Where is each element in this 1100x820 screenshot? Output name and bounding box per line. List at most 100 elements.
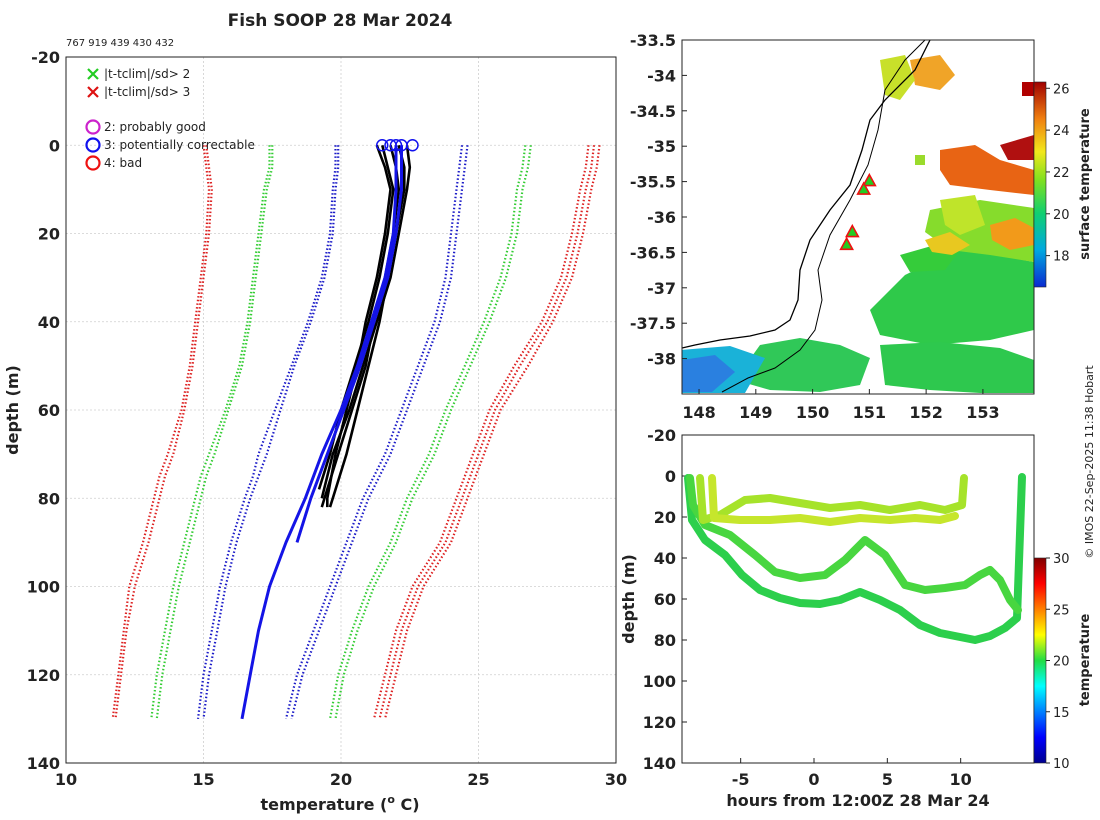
track-deep: [684, 473, 1026, 644]
isobath-line: [721, 40, 926, 393]
profile-ytick: 100: [27, 578, 60, 597]
depth-time-xtick: 10: [950, 770, 972, 789]
depth-time-background: [682, 435, 1034, 763]
map-xtick: 153: [966, 403, 999, 422]
legend-label: 4: bad: [104, 156, 142, 170]
profile-ytick: 0: [49, 136, 60, 155]
map-ytick: -33.5: [630, 31, 676, 50]
depth-time-ytick: 0: [665, 467, 676, 486]
depth-time-plot: -5 0 5 10 -20 0 20 40 60 80 100 120 140 hours from 1…: [619, 426, 1093, 810]
climatology-line: [378, 145, 596, 720]
depth-time-ylabel: depth (m): [619, 554, 638, 644]
temperature-colorbar-tick: 20: [1053, 655, 1070, 670]
map-ytick: -35.5: [630, 173, 676, 192]
depth-time-ytick: 140: [643, 754, 676, 773]
depth-time-xtick: -5: [732, 770, 750, 789]
climatology-line: [114, 145, 213, 720]
legend-label: 3: potentially correctable: [104, 138, 255, 152]
temperature-colorbar-tick: 15: [1053, 706, 1070, 721]
profile-xtick: 30: [605, 770, 627, 789]
climatology-line: [383, 145, 601, 720]
map-xtick: 151: [853, 403, 886, 422]
track-mid: [686, 474, 1022, 614]
coastline: [682, 40, 931, 349]
legend-circle-marker: [85, 119, 101, 135]
map-xtick: 149: [739, 403, 772, 422]
profile-line: [328, 144, 406, 508]
qc-marker: [406, 139, 419, 152]
depth-time-ticks: -5 0 5 10 -20 0 20 40 60 80 100 120 140: [643, 426, 972, 789]
sst-colorbar-tick: 18: [1053, 250, 1070, 265]
sst-colorbar-tick: 20: [1053, 208, 1070, 223]
drop-marker: [839, 236, 854, 251]
climatology-line: [196, 145, 337, 720]
climatology-line: [155, 145, 274, 720]
drop-marker: [844, 223, 860, 238]
temperature-colorbar-label: temperature: [1078, 614, 1093, 707]
profile-xtick: 25: [467, 770, 489, 789]
drop-positions: [839, 172, 877, 251]
legend-x-marker: [87, 86, 99, 98]
drop-marker: [856, 181, 872, 195]
profile-ticks: 10 15 20 25 30 -20 0 20 40 60 80 100 120 140: [27, 48, 628, 789]
climatology-line: [290, 145, 469, 720]
profile-line: [325, 144, 392, 508]
sst-field: [682, 55, 1034, 393]
map-ytick: -34: [647, 66, 676, 85]
depth-time-xtick: 5: [882, 770, 893, 789]
credit-text: © IMOS 22-Sep-2025 11:38 Hobart: [1083, 365, 1096, 559]
climatology-line: [334, 145, 532, 720]
profile-line: [240, 145, 398, 720]
map-xtick: 148: [682, 403, 715, 422]
profile-xtick: 20: [330, 770, 352, 789]
depth-time-xlabel: hours from 12:00Z 28 Mar 24: [726, 791, 989, 810]
sst-colorbar-tick: 24: [1053, 124, 1070, 139]
profile-plot-frame: [65, 56, 617, 764]
sst-colorbar-label: surface temperature: [1078, 108, 1093, 260]
legend-x-marker: [87, 68, 99, 80]
depth-time-ytick: 60: [654, 590, 676, 609]
climatology-line: [372, 145, 590, 720]
profile-xtick: 15: [192, 770, 214, 789]
profile-ytick: 40: [38, 313, 60, 332]
drop-marker: [862, 172, 877, 187]
depth-time-xtick: 0: [808, 770, 819, 789]
profile-ytick: -20: [31, 48, 60, 67]
profile-ytick: 60: [38, 401, 60, 420]
legend-circle-marker: [85, 137, 101, 153]
depth-time-tracks: [684, 473, 1026, 644]
profile-ytick: 80: [38, 489, 60, 508]
depth-time-ytick: 100: [643, 672, 676, 691]
depth-time-ytick: -20: [647, 426, 676, 445]
qc-marker: [376, 139, 389, 152]
qc-markers: [376, 139, 419, 152]
temperature-profiles: [240, 144, 412, 720]
map-xtick: 152: [909, 403, 942, 422]
id-line: 767 919 439 430 432: [66, 38, 174, 49]
map-ytick: -38: [647, 350, 676, 369]
temperature-colorbar-tick: 30: [1053, 552, 1070, 567]
legend-label: |t-tclim|/sd> 3: [104, 85, 190, 99]
depth-time-ytick: 20: [654, 508, 676, 527]
map-ytick: -36.5: [630, 243, 676, 262]
profile-xlabel: temperature (o C): [260, 793, 419, 814]
map-xtick: 150: [796, 403, 829, 422]
profile-line: [320, 145, 412, 499]
sst-colorbar: [1033, 81, 1047, 288]
map-ytick: -37: [647, 279, 676, 298]
profile-plot: 10 15 20 25 30 -20 0 20 40 60 80 100 120 140 |t-tclim…: [3, 48, 627, 814]
legend-label: 2: probably good: [104, 120, 206, 134]
temperature-colorbar: [1033, 557, 1047, 764]
profile-legend: |t-tclim|/sd> 2 |t-tclim|/sd> 3 2: probabl…: [85, 67, 255, 171]
profile-ylabel: depth (m): [3, 365, 22, 455]
profile-ytick: 120: [27, 666, 60, 685]
climatology-line: [150, 145, 271, 720]
map-ytick: -37.5: [630, 314, 676, 333]
map-ticks: 148 149 150 151 152 153 -33.5 -34 -34.5 -35 -35.5 -…: [630, 31, 1000, 422]
climatology-line: [202, 145, 340, 720]
climatology-line: [111, 145, 211, 720]
figure-title: Fish SOOP 28 Mar 2024: [228, 11, 453, 31]
temperature-colorbar-tick: 10: [1053, 757, 1070, 772]
sst-colorbar-tick: 22: [1053, 166, 1070, 181]
